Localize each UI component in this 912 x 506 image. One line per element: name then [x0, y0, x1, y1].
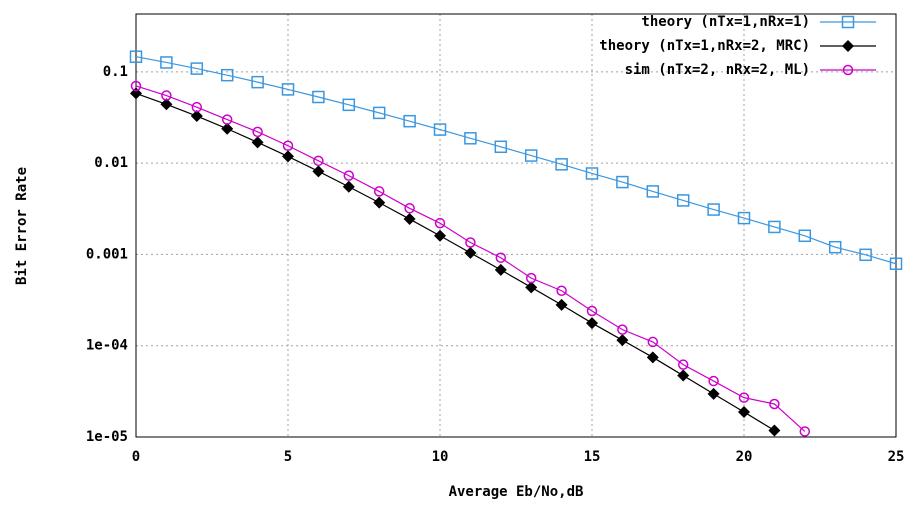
marker	[312, 90, 325, 104]
marker	[160, 56, 173, 69]
marker	[616, 175, 629, 189]
marker	[190, 62, 204, 75]
x-tick-label: 0	[132, 449, 140, 465]
marker	[372, 106, 386, 120]
legend-label: sim (nTx=2, nRx=2, ML)	[625, 62, 810, 78]
marker	[617, 324, 628, 335]
x-tick-label: 10	[432, 449, 449, 465]
marker	[799, 426, 811, 437]
marker	[433, 123, 447, 136]
marker	[647, 336, 659, 348]
marker	[342, 180, 355, 193]
marker	[465, 237, 476, 248]
x-tick-label: 25	[888, 449, 905, 465]
marker	[707, 387, 720, 400]
y-tick-label: 1e-04	[86, 338, 128, 354]
marker	[281, 83, 295, 96]
marker	[889, 257, 903, 271]
legend-label: theory (nTx=1,nRx=1)	[641, 14, 810, 30]
marker	[738, 405, 750, 418]
y-tick-label: 0.1	[103, 64, 128, 80]
marker	[403, 114, 416, 128]
marker	[251, 136, 264, 149]
marker	[768, 424, 781, 437]
x-tick-label: 15	[584, 449, 601, 465]
marker	[495, 252, 507, 263]
marker	[434, 217, 446, 229]
marker	[677, 359, 689, 370]
marker	[555, 158, 568, 171]
marker	[677, 369, 690, 382]
marker	[585, 167, 599, 180]
marker	[343, 170, 355, 181]
plot-frame	[135, 13, 897, 438]
marker	[252, 126, 263, 138]
marker	[524, 149, 538, 162]
marker	[737, 211, 751, 225]
marker	[373, 186, 385, 197]
marker	[251, 75, 264, 89]
marker	[221, 114, 233, 125]
y-tick-label: 0.01	[94, 155, 128, 171]
marker	[161, 90, 172, 101]
marker	[221, 122, 234, 135]
marker	[220, 68, 234, 82]
series-line	[135, 85, 806, 432]
marker	[130, 80, 142, 92]
legend-label: theory (nTx=1,nRx=2, MRC)	[599, 38, 810, 54]
marker	[859, 248, 872, 262]
marker	[282, 150, 294, 163]
series-line	[135, 56, 897, 265]
x-axis-label: Average Eb/No,dB	[449, 484, 584, 500]
marker	[342, 98, 356, 112]
marker	[312, 165, 325, 178]
series-line	[135, 92, 775, 431]
marker	[494, 263, 507, 276]
marker	[769, 398, 780, 410]
marker	[768, 220, 781, 234]
marker	[282, 140, 294, 151]
marker	[586, 305, 598, 317]
y-axis-label: Bit Error Rate	[14, 167, 30, 285]
marker	[842, 40, 854, 52]
marker	[494, 140, 508, 154]
x-tick-label: 5	[284, 449, 292, 465]
marker	[190, 110, 203, 123]
marker	[646, 351, 659, 364]
marker	[616, 334, 629, 347]
marker	[404, 203, 415, 214]
marker	[646, 185, 660, 198]
marker	[841, 15, 855, 29]
marker	[708, 375, 719, 387]
marker	[434, 229, 446, 242]
marker	[403, 213, 416, 226]
marker	[191, 101, 203, 113]
marker	[525, 281, 538, 294]
marker	[313, 155, 324, 167]
marker	[555, 298, 568, 311]
marker	[828, 240, 842, 254]
marker	[464, 246, 477, 259]
marker	[556, 285, 567, 296]
y-tick-label: 0.001	[86, 246, 128, 262]
marker	[130, 87, 142, 100]
y-tick-label: 1e-05	[86, 429, 128, 445]
marker	[464, 132, 477, 145]
marker	[129, 50, 143, 63]
marker	[525, 272, 537, 284]
marker	[586, 317, 598, 330]
marker	[798, 229, 812, 243]
marker	[842, 64, 854, 76]
marker	[676, 194, 690, 207]
marker	[707, 203, 720, 216]
marker	[373, 196, 386, 209]
marker	[738, 392, 750, 403]
marker	[160, 98, 173, 111]
x-tick-label: 20	[736, 449, 753, 465]
